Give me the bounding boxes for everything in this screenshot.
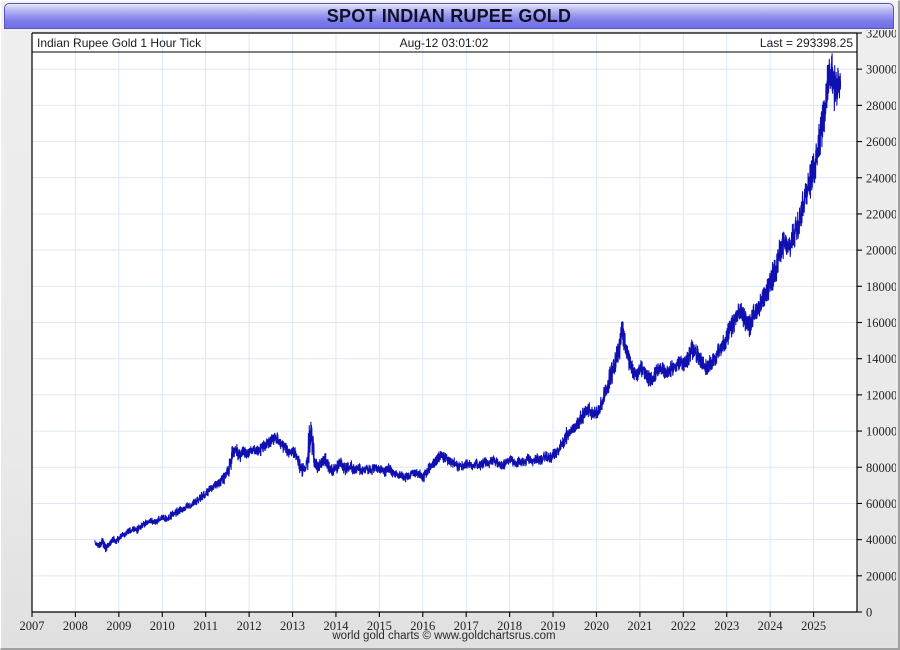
- y-tick-label: 80000: [866, 461, 896, 475]
- x-tick-label: 2007: [20, 619, 45, 633]
- y-tick-label: 180000: [866, 280, 896, 294]
- y-tick-label: 120000: [866, 388, 896, 402]
- last-price-label: Last = 293398.25: [760, 36, 853, 50]
- price-series-line: [94, 53, 842, 553]
- x-tick-label: 2011: [193, 619, 218, 633]
- x-axis: 2007 2008 2009 2010 2011 2012 2013 2014 2015 2016…: [20, 612, 826, 633]
- window-title: SPOT INDIAN RUPEE GOLD: [326, 5, 572, 26]
- y-tick-label: 140000: [866, 352, 896, 366]
- y-tick-label: 60000: [866, 497, 896, 511]
- chart-header-strip: Indian Rupee Gold 1 Hour Tick Aug-12 03:…: [32, 36, 857, 53]
- footer-credit: world gold charts © www.goldchartsrus.co…: [331, 630, 555, 642]
- x-tick-label: 2016: [410, 619, 435, 633]
- y-tick-label: 20000: [866, 569, 896, 583]
- x-tick-label: 2021: [627, 619, 652, 633]
- x-tick-label: 2015: [367, 619, 392, 633]
- x-tick-label: 2023: [714, 619, 739, 633]
- x-tick-label: 2013: [280, 619, 305, 633]
- x-tick-label: 2012: [237, 619, 262, 633]
- chart-region: Indian Rupee Gold 1 Hour Tick Aug-12 03:…: [4, 30, 896, 646]
- x-tick-label: 2022: [671, 619, 696, 633]
- x-tick-label: 2025: [801, 619, 826, 633]
- y-tick-label: 160000: [866, 316, 896, 330]
- y-tick-label: 260000: [866, 135, 896, 149]
- window-titlebar: SPOT INDIAN RUPEE GOLD: [4, 3, 894, 29]
- price-chart[interactable]: Indian Rupee Gold 1 Hour Tick Aug-12 03:…: [4, 30, 897, 646]
- y-tick-label: 320000: [866, 30, 896, 41]
- x-tick-label: 2014: [323, 619, 349, 633]
- y-axis: 0 20000 40000 60000 80000 100000 120000 140000 1…: [857, 30, 896, 620]
- y-tick-label: 200000: [866, 244, 896, 258]
- x-tick-label: 2020: [584, 619, 609, 633]
- timestamp-label: Aug-12 03:01:02: [400, 36, 489, 50]
- y-tick-label: 300000: [866, 63, 896, 77]
- y-tick-label: 220000: [866, 207, 896, 221]
- y-tick-label: 100000: [866, 425, 896, 439]
- x-tick-label: 2024: [758, 619, 784, 633]
- y-tick-label: 0: [866, 606, 872, 620]
- x-tick-label: 2019: [541, 619, 566, 633]
- y-tick-label: 280000: [866, 99, 896, 113]
- y-tick-label: 40000: [866, 533, 896, 547]
- x-tick-label: 2018: [497, 619, 522, 633]
- x-tick-label: 2008: [63, 619, 88, 633]
- series-label: Indian Rupee Gold 1 Hour Tick: [37, 36, 202, 50]
- x-tick-label: 2017: [454, 619, 479, 633]
- x-tick-label: 2010: [150, 619, 175, 633]
- x-tick-label: 2009: [106, 619, 131, 633]
- y-tick-label: 240000: [866, 171, 896, 185]
- price-line-path: [94, 53, 842, 553]
